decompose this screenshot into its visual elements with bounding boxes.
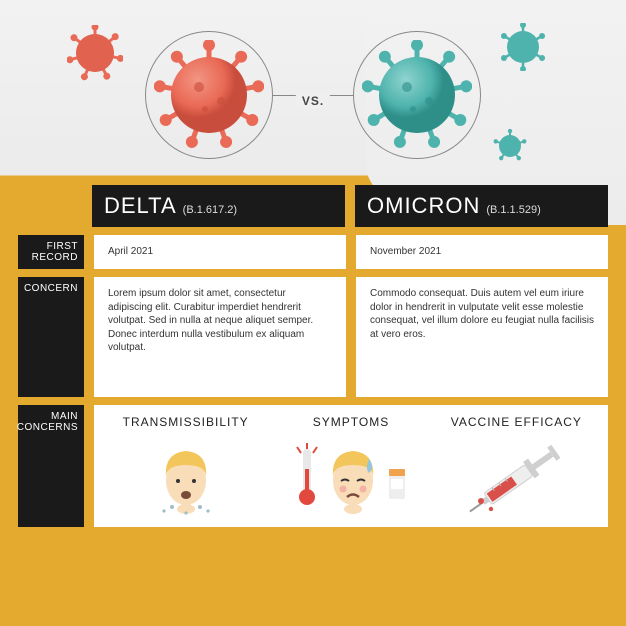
omicron-virus-small-icon: [499, 23, 547, 71]
omicron-circle: [353, 31, 481, 159]
label-concern: CONCERN: [18, 277, 84, 397]
omicron-virus-icon: [362, 40, 472, 150]
row-concern: CONCERN Lorem ipsum dolor sit amet, cons…: [18, 277, 608, 397]
vs-header: VS.: [0, 20, 626, 170]
row-first-record: FIRST RECORD April 2021 November 2021: [18, 235, 608, 269]
omicron-name: OMICRON: [367, 193, 480, 219]
row-main-concerns: MAIN CONCERNS TRANSMISSIBILITY: [18, 405, 608, 527]
omicron-header: OMICRON (B.1.1.529): [355, 185, 608, 227]
column-headers: DELTA (B.1.617.2) OMICRON (B.1.1.529): [92, 185, 608, 227]
delta-virus-wrap: [145, 31, 273, 159]
cell-first-record-delta: April 2021: [94, 235, 346, 269]
delta-virus-icon: [154, 40, 264, 150]
cell-first-record-omicron: November 2021: [356, 235, 608, 269]
vs-label: VS.: [296, 94, 330, 108]
concern-vaccine-title: VACCINE EFFICACY: [439, 415, 594, 429]
concern-transmissibility-title: TRANSMISSIBILITY: [108, 415, 263, 429]
delta-header: DELTA (B.1.617.2): [92, 185, 345, 227]
omicron-virus-tiny-icon: [493, 129, 527, 163]
delta-virus-small-icon: [67, 25, 123, 81]
concern-symptoms: SYMPTOMS: [273, 415, 428, 517]
concern-symptoms-title: SYMPTOMS: [273, 415, 428, 429]
delta-circle: [145, 31, 273, 159]
syringe-icon: [439, 439, 594, 517]
omicron-code: (B.1.1.529): [486, 204, 540, 216]
delta-name: DELTA: [104, 193, 177, 219]
cell-concern-delta: Lorem ipsum dolor sit amet, consectetur …: [94, 277, 346, 397]
label-first-record: FIRST RECORD: [18, 235, 84, 269]
infographic-page: VS.: [0, 0, 626, 626]
concern-transmissibility: TRANSMISSIBILITY: [108, 415, 263, 517]
omicron-virus-wrap: [353, 31, 481, 159]
face-cough-icon: [108, 439, 263, 517]
label-main-concerns: MAIN CONCERNS: [18, 405, 84, 527]
face-fever-icon: [273, 439, 428, 517]
cell-concern-omicron: Commodo consequat. Duis autem vel eum ir…: [356, 277, 608, 397]
concern-vaccine: VACCINE EFFICACY: [439, 415, 594, 517]
comparison-table: DELTA (B.1.617.2) OMICRON (B.1.1.529) FI…: [0, 185, 626, 527]
delta-code: (B.1.617.2): [183, 204, 237, 216]
cell-main-concerns: TRANSMISSIBILITY: [94, 405, 608, 527]
